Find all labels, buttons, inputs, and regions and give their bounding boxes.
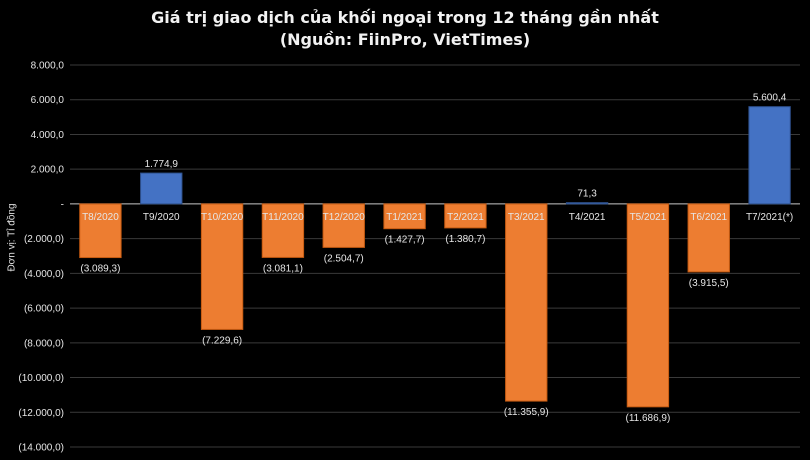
category-label: T9/2020	[143, 212, 180, 223]
bar	[322, 203, 365, 248]
data-label: (11.686,9)	[625, 413, 670, 424]
y-tick-label: (6.000,0)	[24, 304, 64, 315]
bar	[261, 203, 305, 258]
data-label: (2.504,7)	[324, 253, 364, 264]
bar	[505, 203, 548, 402]
y-tick-label: 4.000,0	[31, 130, 65, 141]
bar	[200, 203, 244, 330]
chart-title: Giá trị giao dịch của khối ngoại trong 1…	[151, 8, 659, 27]
y-tick-label: (8.000,0)	[24, 338, 64, 349]
chart-subtitle: (Nguồn: FiinPro, VietTimes)	[279, 30, 531, 49]
category-label: T5/2021	[630, 212, 667, 223]
bar	[687, 203, 730, 273]
category-label: T2/2021	[447, 212, 484, 223]
y-tick-label: (12.000,0)	[18, 408, 64, 419]
y-tick-label: (14.000,0)	[18, 443, 64, 454]
data-label: 71,3	[577, 189, 597, 200]
y-tick-label: -	[61, 199, 64, 210]
category-label: T3/2021	[508, 212, 545, 223]
data-label: (11.355,9)	[504, 407, 549, 418]
y-tick-label: (2.000,0)	[24, 234, 64, 245]
bar	[383, 203, 426, 230]
category-label: T8/2020	[82, 212, 119, 223]
category-label: T1/2021	[386, 212, 423, 223]
data-label: (7.229,6)	[202, 335, 242, 346]
y-tick-label: 6.000,0	[31, 95, 65, 106]
bar	[748, 106, 791, 205]
y-tick-label: (10.000,0)	[18, 373, 64, 384]
category-label: T12/2020	[323, 212, 366, 223]
category-label: T7/2021(*)	[746, 212, 793, 223]
data-label: 5.600,4	[753, 93, 787, 104]
y-tick-label: (4.000,0)	[24, 269, 64, 280]
bar	[79, 203, 122, 259]
data-label: (3.089,3)	[80, 264, 120, 275]
category-label: T4/2021	[569, 212, 606, 223]
y-tick-label: 8.000,0	[31, 61, 65, 72]
bar	[626, 203, 670, 408]
category-label: T6/2021	[690, 212, 727, 223]
data-label: (1.427,7)	[385, 235, 425, 246]
bar	[140, 172, 183, 205]
data-label: 1.774,9	[145, 159, 179, 170]
category-label: T10/2020	[201, 212, 244, 223]
data-label: (3.081,1)	[263, 263, 303, 274]
data-label: (1.380,7)	[445, 234, 485, 245]
y-tick-label: 2.000,0	[31, 165, 65, 176]
category-label: T11/2020	[262, 212, 304, 223]
data-label: (3.915,5)	[689, 278, 729, 289]
bar	[565, 202, 609, 205]
bar	[444, 203, 487, 229]
